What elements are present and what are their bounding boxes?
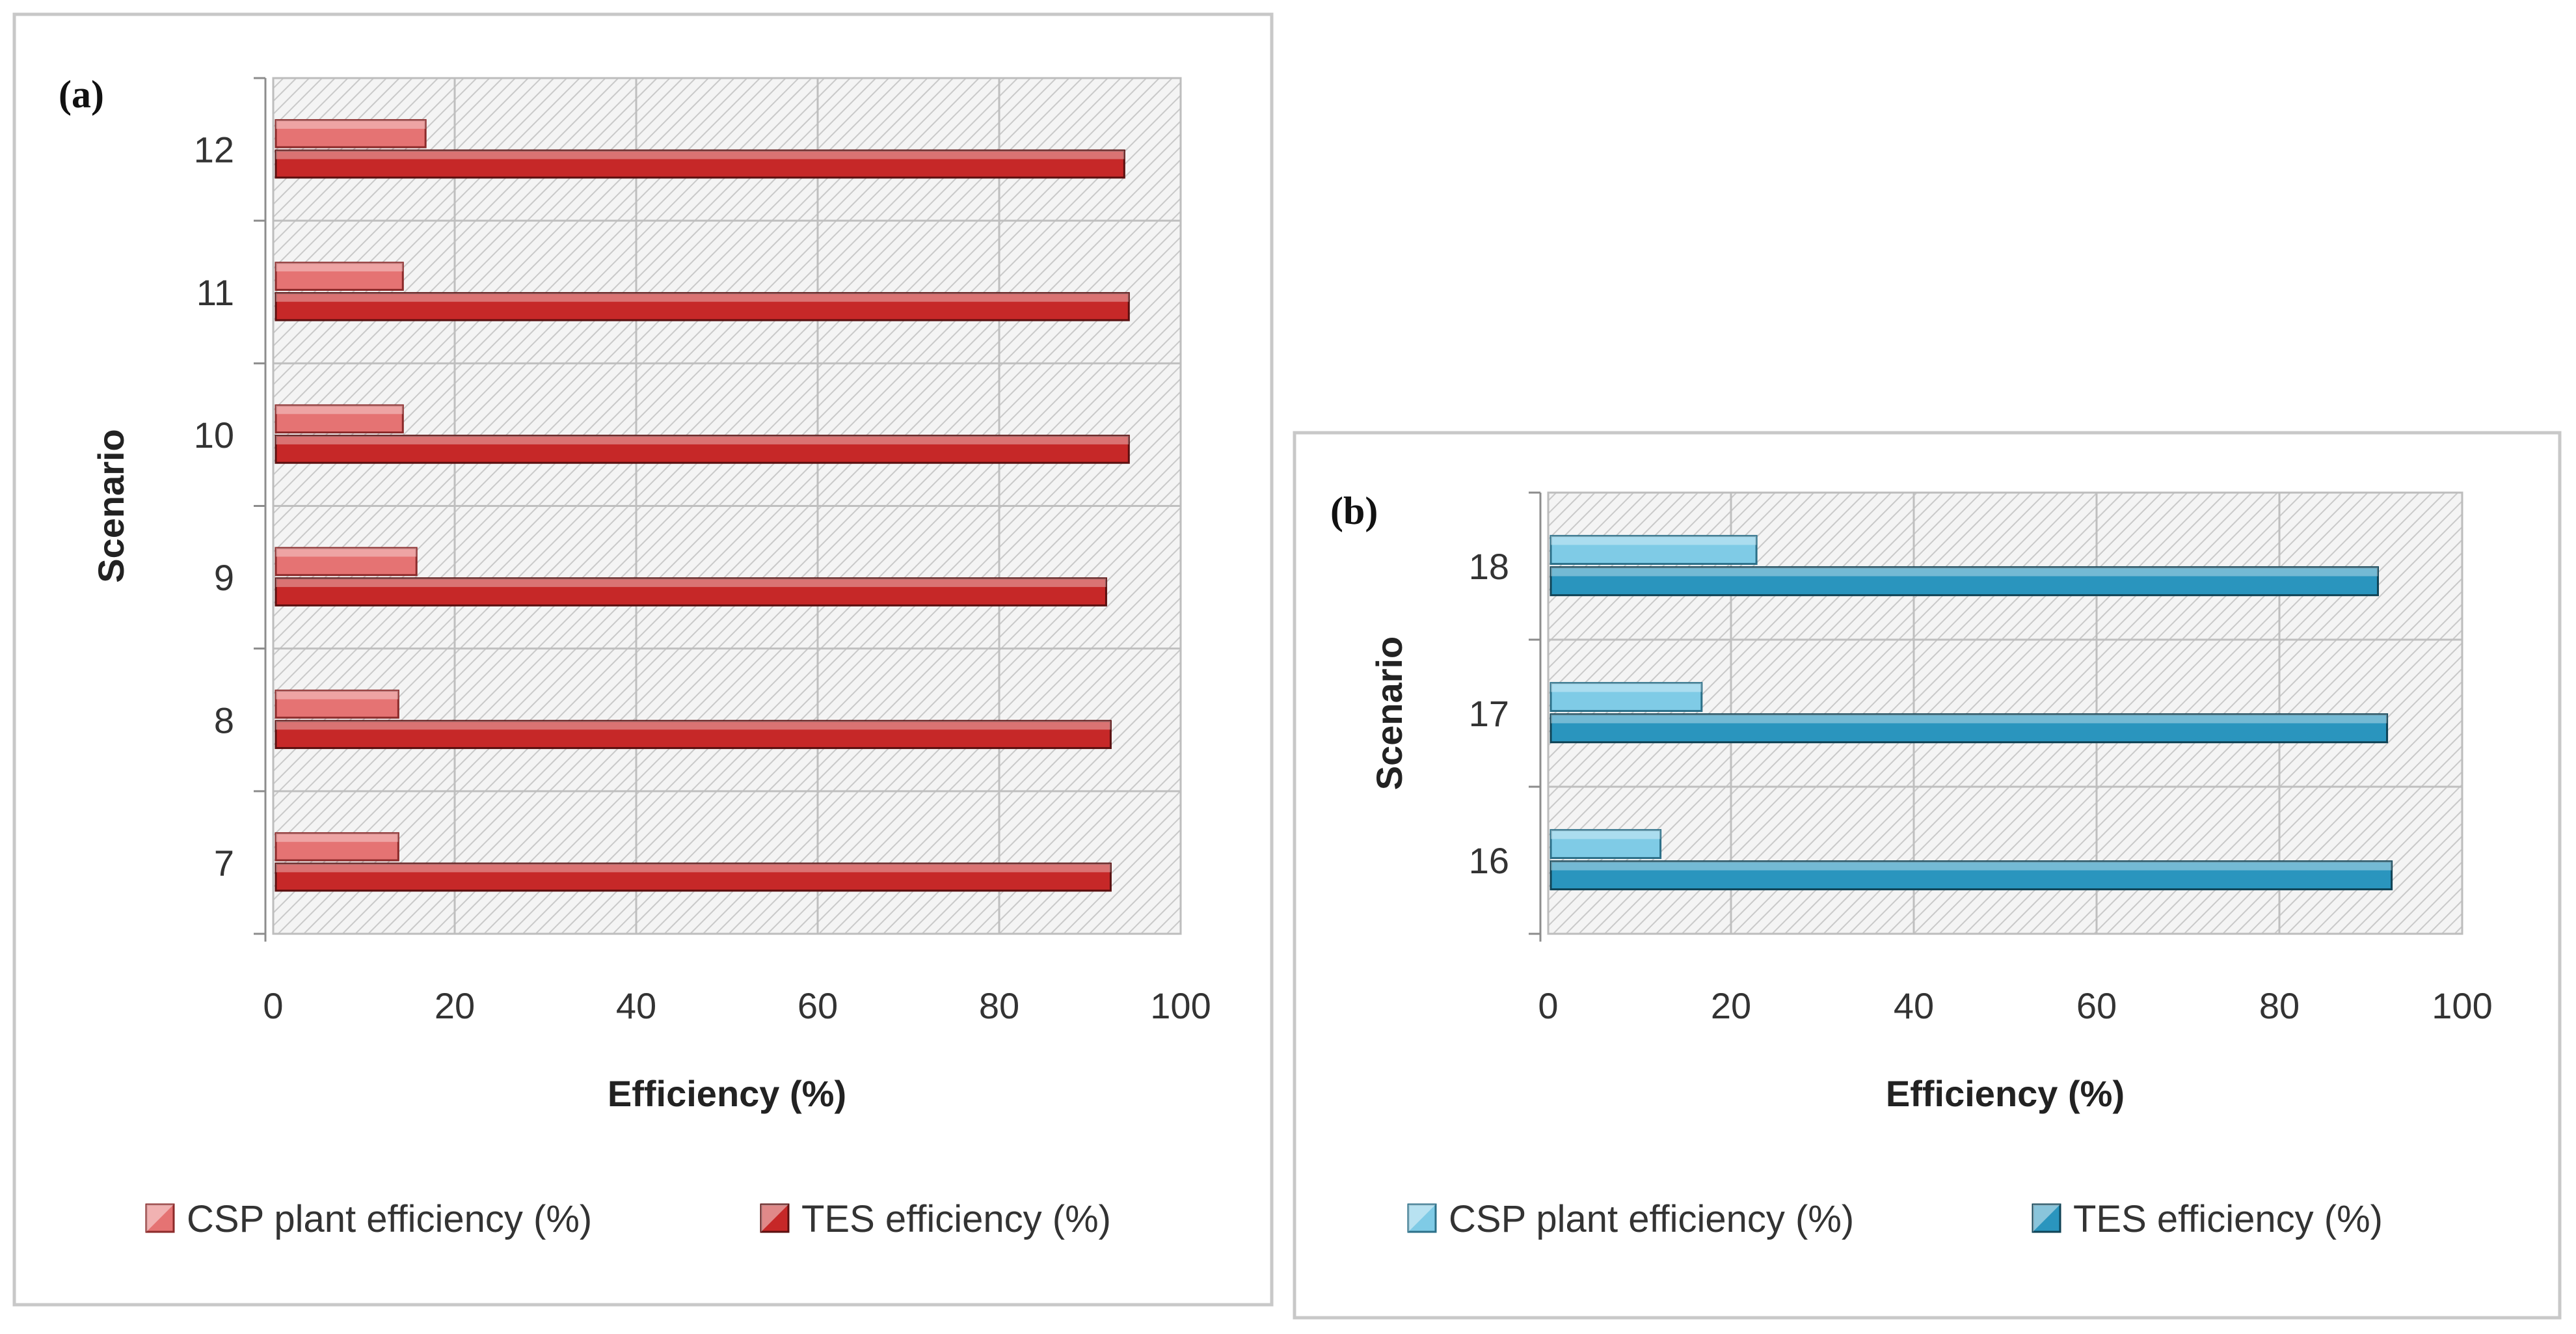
legend-swatch-csp <box>1407 1203 1437 1233</box>
bar-highlight <box>1551 861 2392 871</box>
bar-tes-scenario-16 <box>1550 860 2393 891</box>
chart-panel-b: 0 20 40 60 80 100 16 17 18 (b) Scenario Efficiency … <box>1293 431 2562 1320</box>
plot-area <box>1548 493 2462 934</box>
bar-csp-scenario-12 <box>275 119 427 148</box>
bar-tes-scenario-12 <box>275 149 1125 179</box>
panel-label: (b) <box>1330 489 1378 532</box>
y-tick-label: 10 <box>194 415 234 456</box>
x-tick-label: 40 <box>616 985 656 1026</box>
y-tick-label: 18 <box>1469 546 1509 587</box>
bar-highlight <box>276 864 1111 873</box>
bar-csp-scenario-8 <box>275 689 399 719</box>
bar-tes-scenario-8 <box>275 720 1112 750</box>
legend-label-tes: TES efficiency (%) <box>2073 1198 2383 1240</box>
bar-highlight <box>276 120 426 129</box>
bar-highlight <box>276 262 403 272</box>
bar-highlight <box>1551 536 1757 545</box>
x-tick-label: 80 <box>2259 985 2300 1026</box>
legend-swatch-csp <box>145 1203 175 1233</box>
bar-csp-scenario-18 <box>1550 535 1758 565</box>
x-tick-label: 80 <box>979 985 1019 1026</box>
x-tick-label: 60 <box>2076 985 2117 1026</box>
bar-highlight <box>276 548 417 557</box>
bar-csp-scenario-9 <box>275 547 418 577</box>
y-tick-label: 8 <box>214 700 234 741</box>
bar-highlight <box>1551 830 1661 839</box>
x-tick-label: 0 <box>263 985 283 1026</box>
legend-swatch-tes <box>760 1203 790 1233</box>
y-tick-label: 17 <box>1469 693 1509 734</box>
y-axis-title: Scenario <box>90 429 131 583</box>
bar-tes-scenario-7 <box>275 862 1112 892</box>
x-tick-label: 100 <box>1150 985 1211 1026</box>
y-tick-label: 9 <box>214 557 234 598</box>
bar-highlight <box>1551 567 2378 577</box>
bar-highlight <box>276 405 403 415</box>
bar-csp-scenario-16 <box>1550 829 1662 860</box>
legend-label-csp: CSP plant efficiency (%) <box>1449 1198 1854 1240</box>
plot-border <box>272 77 1182 935</box>
x-tick-label: 60 <box>798 985 838 1026</box>
x-tick-label: 20 <box>1711 985 1751 1026</box>
x-tick-label: 100 <box>2432 985 2492 1026</box>
bar-highlight <box>1551 714 2387 724</box>
chart-panel-a: 0 20 40 60 80 100 7 8 9 10 11 12 (a) Scenario Efficien… <box>12 12 1274 1307</box>
x-axis-title: Efficiency (%) <box>608 1073 846 1114</box>
legend-swatch-highlight <box>146 1205 174 1232</box>
y-tick-label: 16 <box>1469 840 1509 881</box>
bar-highlight <box>276 833 399 842</box>
y-tick-label: 7 <box>214 842 234 883</box>
bar-highlight <box>276 150 1125 159</box>
bar-highlight <box>276 578 1107 588</box>
panel-label: (a) <box>59 73 104 116</box>
legend-swatch-tes <box>2032 1203 2061 1233</box>
legend-swatch-highlight <box>1408 1205 1436 1232</box>
bar-highlight <box>1551 683 1702 692</box>
legend-swatch-highlight <box>761 1205 788 1232</box>
bar-tes-scenario-10 <box>275 435 1130 464</box>
plot-border <box>1547 491 2463 935</box>
y-tick-label: 12 <box>194 129 234 170</box>
bar-highlight <box>276 293 1129 302</box>
legend-label-csp: CSP plant efficiency (%) <box>187 1198 592 1240</box>
y-axis-title: Scenario <box>1369 636 1410 791</box>
bar-csp-scenario-7 <box>275 832 399 862</box>
bar-csp-scenario-10 <box>275 404 404 434</box>
bar-tes-scenario-18 <box>1550 566 2380 597</box>
bar-highlight <box>276 690 399 700</box>
y-tick-label: 11 <box>196 272 234 313</box>
bar-highlight <box>276 435 1129 444</box>
x-tick-label: 0 <box>1538 985 1558 1026</box>
legend-swatch-highlight <box>2033 1205 2060 1232</box>
x-tick-label: 40 <box>1894 985 1934 1026</box>
bar-csp-scenario-17 <box>1550 682 1703 713</box>
bar-tes-scenario-9 <box>275 577 1107 606</box>
bar-tes-scenario-11 <box>275 292 1130 321</box>
bar-csp-scenario-11 <box>275 262 404 291</box>
x-axis-title: Efficiency (%) <box>1886 1073 2125 1114</box>
x-tick-label: 20 <box>435 985 475 1026</box>
legend-label-tes: TES efficiency (%) <box>801 1198 1111 1240</box>
bar-highlight <box>276 720 1111 730</box>
bar-tes-scenario-17 <box>1550 713 2389 744</box>
